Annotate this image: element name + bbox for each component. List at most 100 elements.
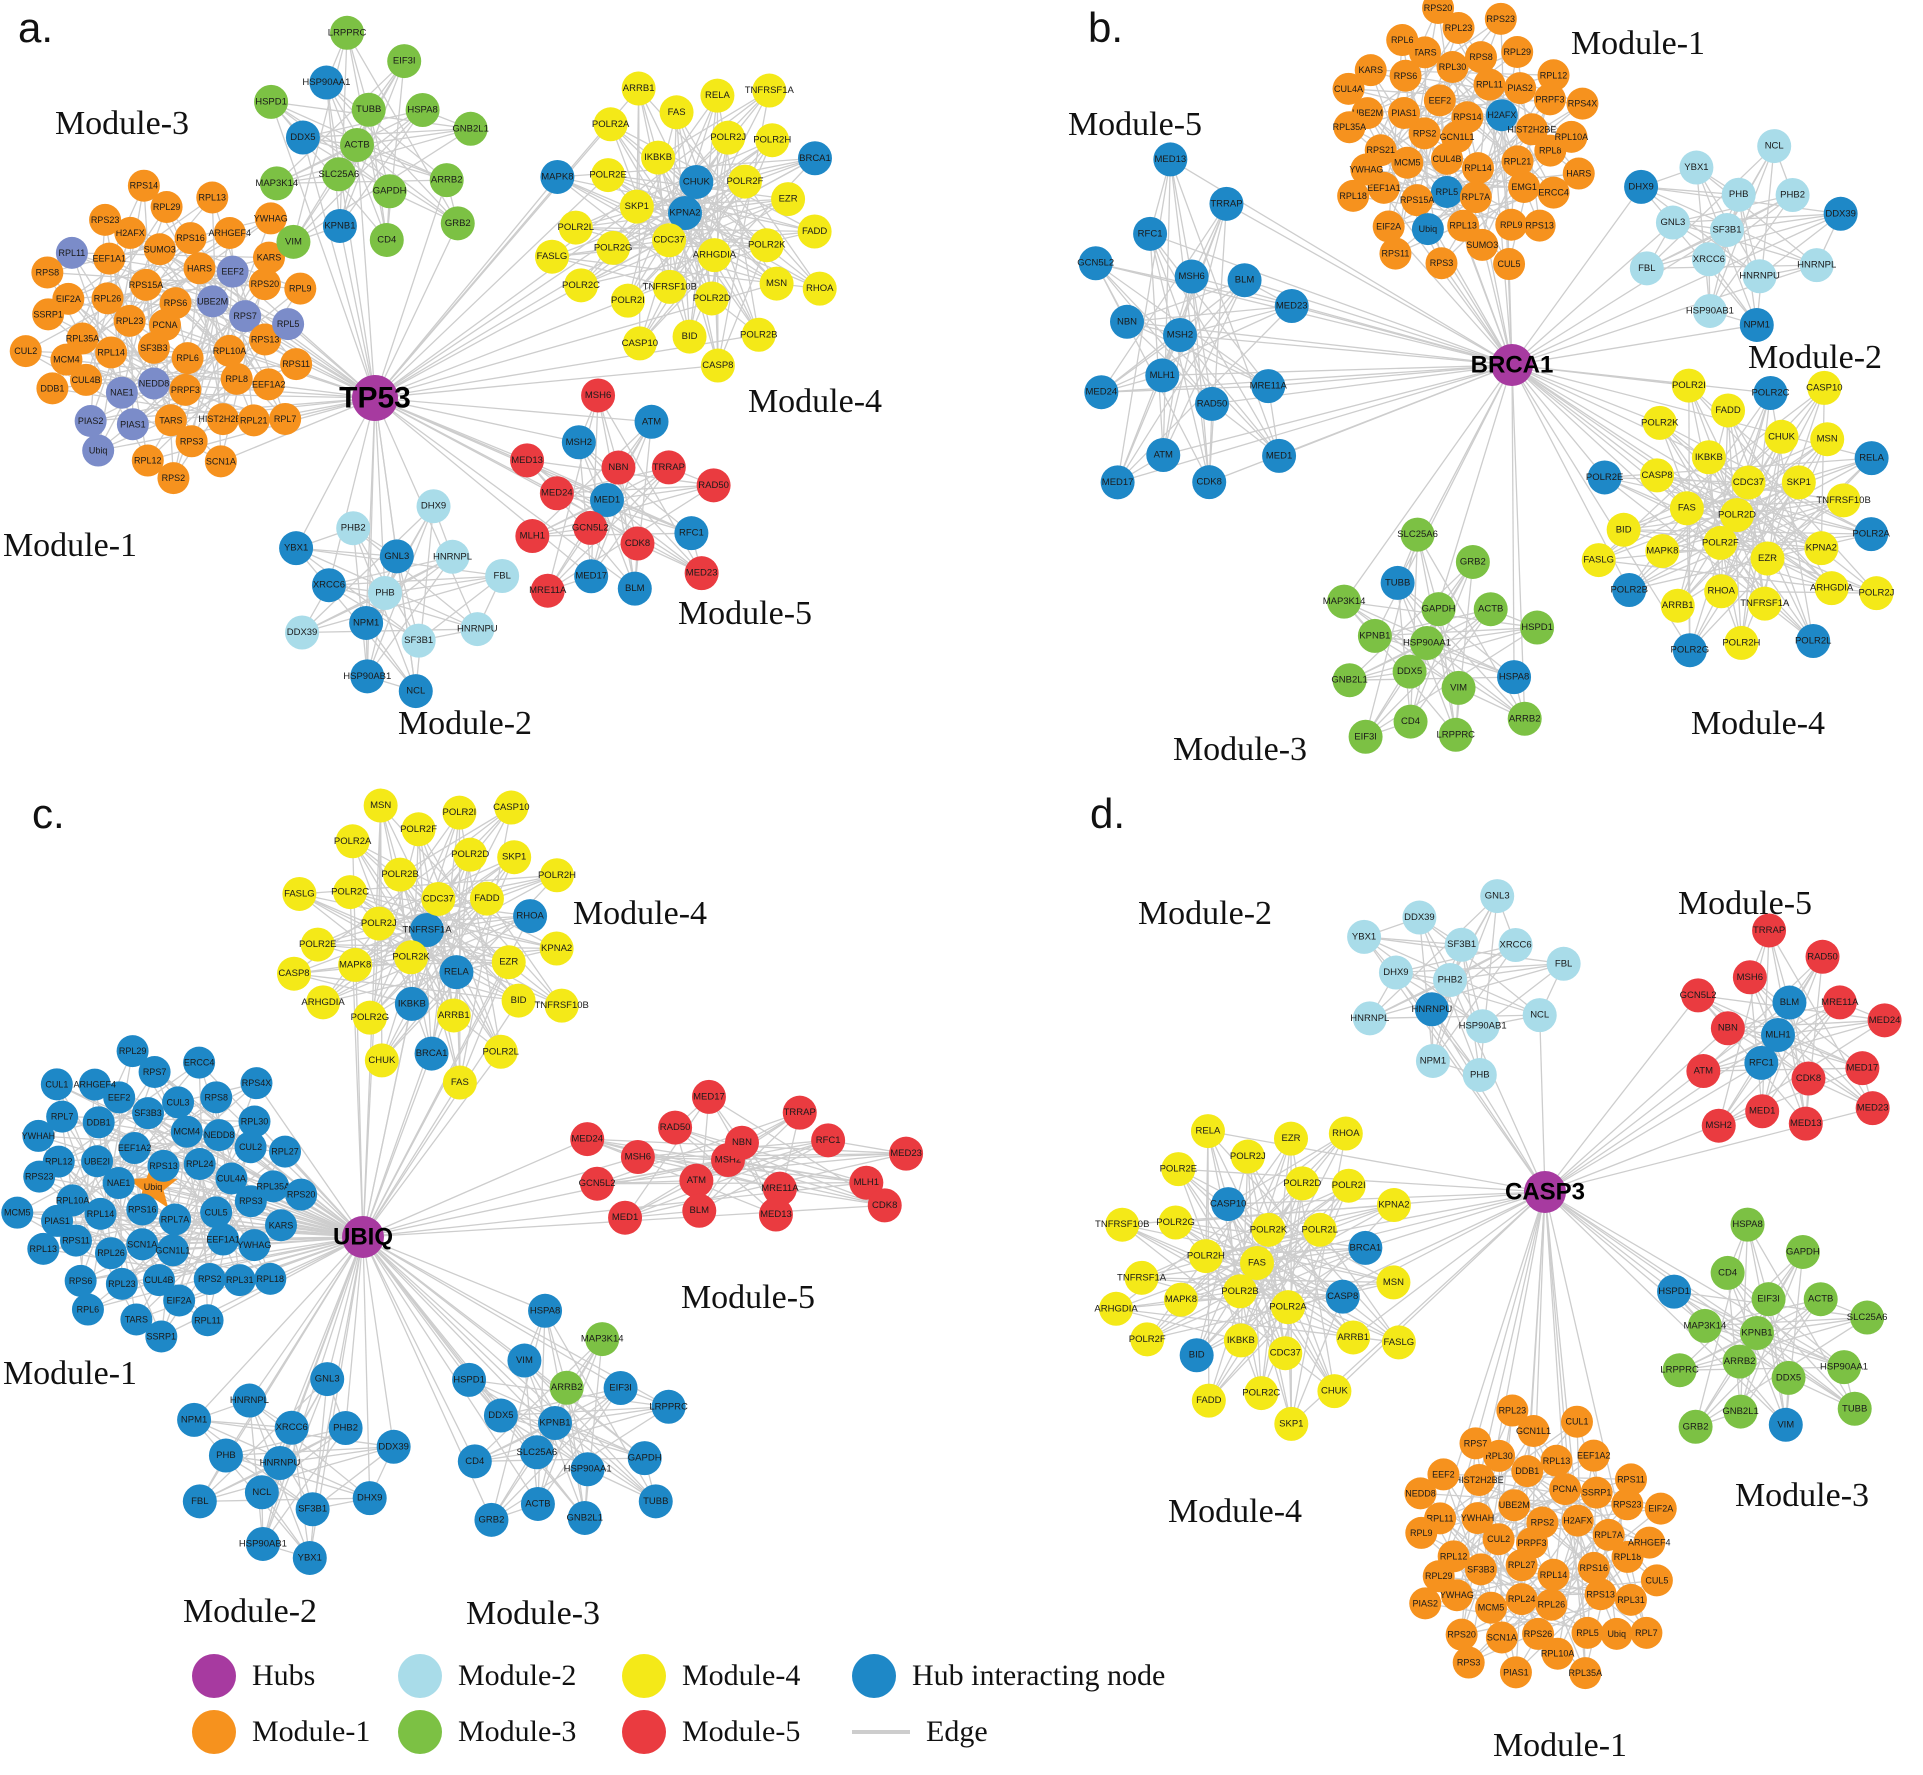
edge (474, 1457, 645, 1462)
node-POLR2E (300, 927, 335, 962)
node-RPS8 (1464, 41, 1497, 74)
edge (1226, 203, 1513, 366)
node-TRRAP (651, 450, 686, 485)
edge (1478, 1191, 1546, 1481)
edge (1290, 1296, 1344, 1425)
node-POLR2K (749, 228, 784, 263)
edge (328, 575, 503, 586)
node-POLR2H (755, 123, 790, 158)
node-FADD (469, 881, 504, 916)
edge (302, 628, 478, 634)
edge (374, 397, 592, 577)
edge (468, 1379, 589, 1470)
node-RAD50 (1805, 939, 1840, 974)
edge (1544, 1191, 1845, 1368)
edge (1449, 963, 1564, 981)
node-YWHAG (238, 1229, 271, 1262)
node-RPS6 (64, 1264, 97, 1297)
node-RPL13 (1540, 1444, 1573, 1477)
node-RPL29 (1422, 1560, 1455, 1593)
edge (606, 499, 703, 574)
edge (1718, 1001, 1841, 1127)
node-ATM (1686, 1054, 1721, 1089)
node-ARRB2 (1722, 1344, 1757, 1379)
module-label-b-module-2: Module-2 (1748, 339, 1882, 376)
node-HSPD1 (452, 1362, 487, 1397)
node-MED24 (1867, 1003, 1902, 1038)
edge (532, 484, 714, 537)
edge (1759, 213, 1842, 277)
node-HSPA8 (528, 1293, 563, 1328)
node-POLR2H (1188, 1239, 1223, 1274)
edge (717, 244, 768, 366)
module-label-b-module-4: Module-4 (1691, 705, 1825, 742)
module-label-a-module-2: Module-2 (398, 705, 532, 742)
node-MCM5 (1475, 1591, 1508, 1624)
edge (459, 961, 510, 1083)
node-RPL26 (91, 282, 124, 315)
node-RPS7 (229, 300, 262, 333)
edge (1208, 203, 1228, 483)
node-ERCC4 (183, 1046, 216, 1079)
edge (523, 1360, 657, 1502)
node-PIAS2 (74, 405, 107, 438)
node-PHB (1721, 177, 1756, 212)
edge (270, 101, 376, 399)
node-POLR2J (711, 120, 746, 155)
edge (1677, 392, 1772, 606)
edge (554, 1406, 669, 1424)
node-MSH2 (1163, 318, 1197, 352)
node-LRPPRC (651, 1389, 686, 1424)
edge (1397, 582, 1515, 678)
edge (362, 1082, 461, 1238)
legend-item-module-4: Module-4 (622, 1652, 800, 1700)
node-Ubiq (1600, 1617, 1633, 1650)
node-RPS4X (240, 1067, 273, 1100)
node-TRRAP (1209, 186, 1244, 221)
edge (362, 1236, 556, 1424)
edge (1511, 364, 1822, 549)
node-GNL3 (310, 1362, 345, 1397)
node-BID (672, 319, 707, 354)
edge (627, 95, 719, 301)
module-label-d-module-2: Module-2 (1138, 895, 1272, 932)
edge (1468, 1574, 1555, 1664)
node-RPL30 (238, 1105, 271, 1138)
edge (1511, 364, 1872, 535)
edge (356, 144, 376, 399)
node-GCN5L2 (1078, 246, 1113, 281)
edge (554, 1422, 657, 1502)
node-POLR2D (453, 837, 488, 872)
hub-label-BRCA1: BRCA1 (1471, 352, 1554, 379)
node-TARS (154, 404, 187, 437)
edge (1673, 1291, 1789, 1379)
node-RPS13 (249, 323, 282, 356)
panel-d: PHB2HNRNPUSF3B1HSP90AB1DHX9XRCC6NPM1DDX3… (1090, 790, 1902, 1764)
node-SKP1 (1781, 465, 1816, 500)
node-GRB2 (1678, 1409, 1713, 1444)
node-MLH1 (1145, 358, 1180, 393)
edge (1121, 1224, 1335, 1392)
node-RPL13 (27, 1232, 60, 1265)
edge (295, 397, 376, 549)
edge (418, 575, 503, 642)
node-RPL7A (1459, 181, 1492, 214)
edge (1598, 481, 1749, 561)
node-MAPK8 (1163, 1282, 1198, 1317)
module-label-b-module-5: Module-5 (1068, 106, 1202, 143)
node-PIAS1 (1499, 1656, 1532, 1689)
hub-interacting-node-swatch (852, 1654, 896, 1698)
edge (362, 1003, 413, 1238)
edge (1369, 963, 1564, 1019)
edge (1697, 994, 1809, 1080)
node-EIF3I (603, 1370, 638, 1405)
node-RHOA (513, 899, 548, 934)
legend-label-hub-interacting-node: Hub interacting node (912, 1659, 1166, 1692)
node-RPL6 (1386, 24, 1419, 57)
node-RPL31 (1614, 1583, 1647, 1616)
node-YBX1 (292, 1540, 327, 1575)
node-BRCA1 (1348, 1230, 1383, 1265)
node-EEF1A2 (1577, 1439, 1610, 1472)
node-HSP90AB1 (1692, 293, 1727, 328)
node-GCN5L2 (1681, 978, 1716, 1013)
